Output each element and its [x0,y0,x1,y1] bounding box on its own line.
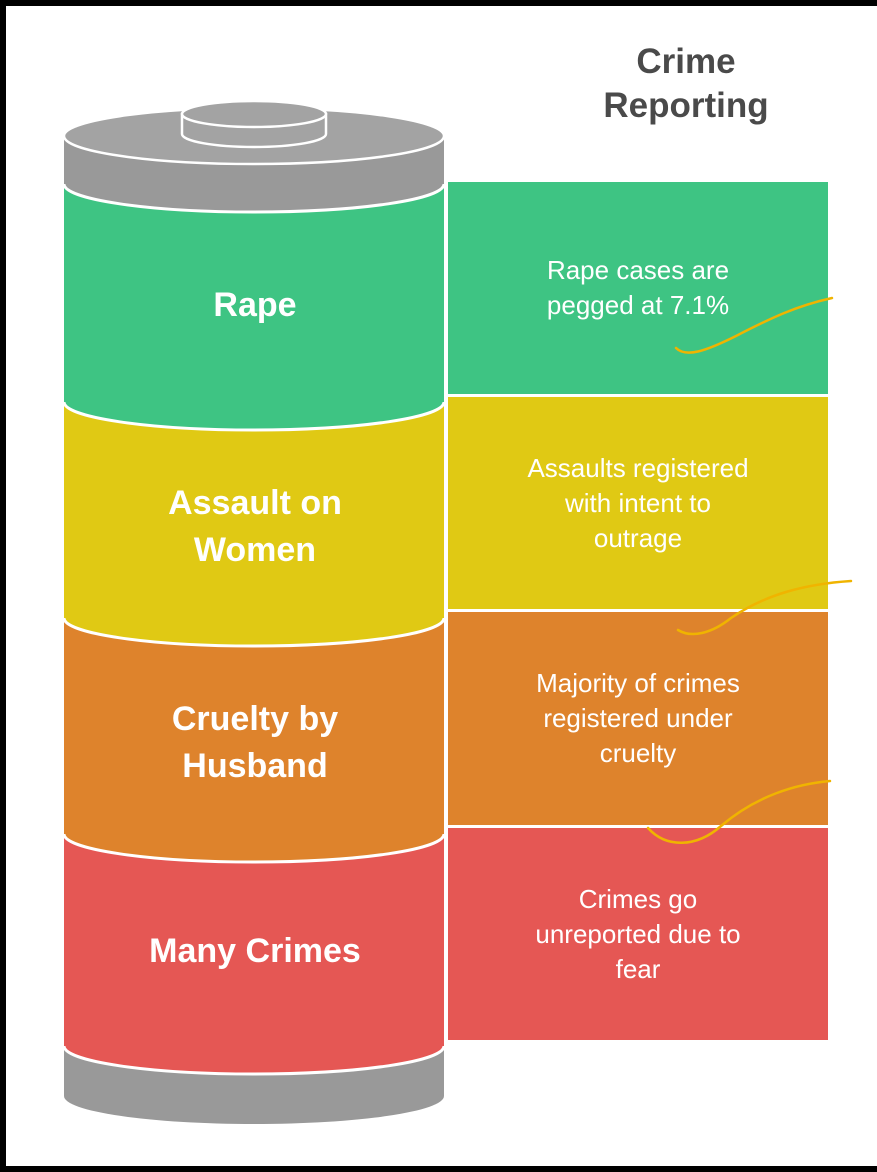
chart-title: Crime Reporting [566,40,806,128]
annotation-strokes [646,296,853,844]
segment-label-rape: Rape [213,286,297,324]
title-line-2: Reporting [603,86,769,125]
desc-text-1: Rape cases are pegged at 7.1% [546,255,730,320]
desc-text-4: Crimes go unreported due to fear [535,883,741,984]
battery-diagram [62,99,853,1124]
battery-top-cap [62,99,446,214]
segment-label-assault: Assault on Women [168,484,342,569]
desc-box-3 [448,612,828,825]
segment-label-cruelty: Cruelty by Husband [171,700,339,785]
desc-text-2: Assaults registered with intent to outra… [527,452,749,553]
desc-box-4 [448,828,828,1040]
desc-box-2 [448,397,828,609]
desc-box-1 [448,182,828,394]
desc-text-3: Majority of crimes registered under crue… [536,668,740,768]
segment-many-crimes [64,834,444,1074]
segment-label-many-crimes: Many Crimes [149,932,361,970]
title-line-1: Crime [636,42,736,81]
segment-cruelty-by-husband [64,618,444,862]
segment-rape [64,184,444,430]
infographic-canvas: Crime Reporting Rape Assault on Women Cr… [6,6,877,1166]
segment-assault-on-women [64,402,444,646]
